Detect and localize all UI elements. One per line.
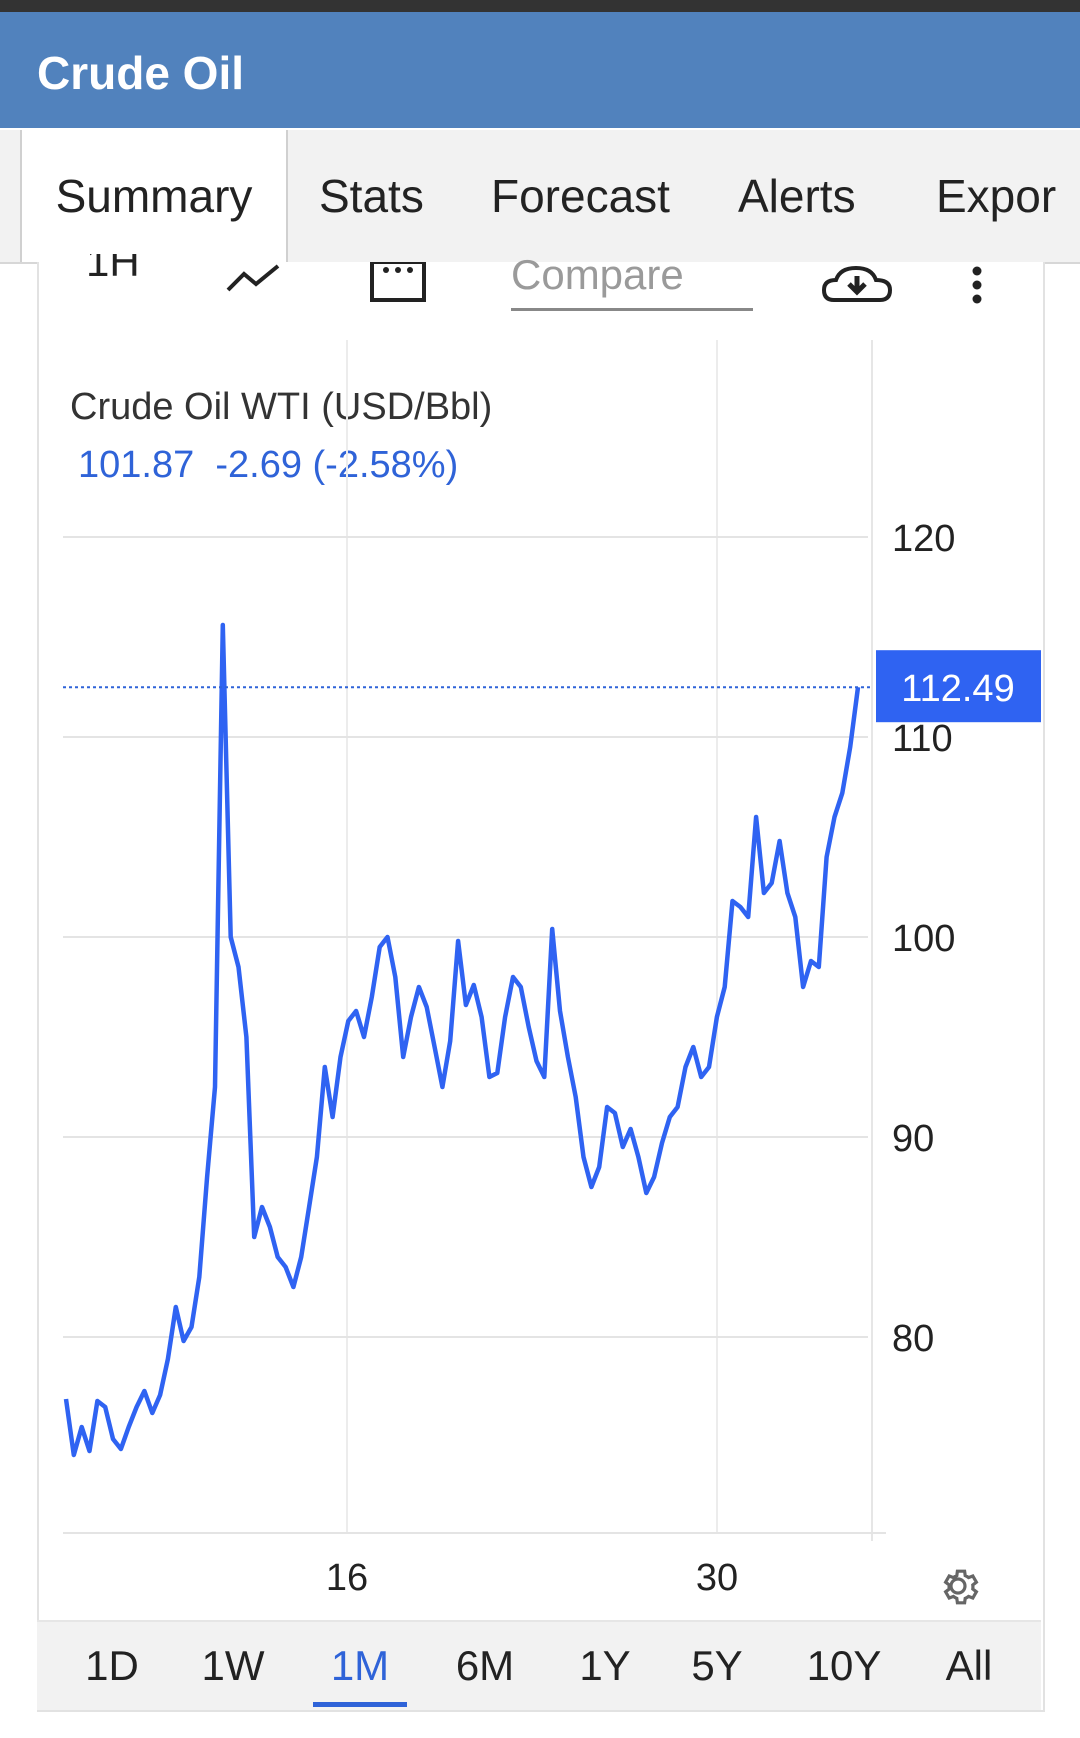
range-5y[interactable]: 5Y: [691, 1642, 743, 1689]
y-tick-120: 120: [892, 518, 955, 560]
tab-stats[interactable]: Stats: [319, 170, 424, 222]
y-tick-80: 80: [892, 1318, 934, 1360]
range-1w[interactable]: 1W: [201, 1642, 265, 1689]
line-chart-icon[interactable]: [226, 262, 280, 294]
status-strip: [0, 0, 1080, 12]
tab-bar: Summary Stats Forecast Alerts Expor: [0, 130, 1080, 264]
chart-title: Crude Oil WTI (USD/Bbl): [70, 386, 493, 428]
settings-gear-icon[interactable]: [934, 1562, 982, 1610]
y-tick-90: 90: [892, 1118, 934, 1160]
tab-export[interactable]: Expor: [936, 170, 1057, 222]
price-chart[interactable]: 80 90 100 110 120 16 30 112.49: [0, 0, 1080, 1620]
y-tick-110: 110: [892, 718, 953, 760]
range-1d[interactable]: 1D: [85, 1642, 139, 1689]
x-tick-16: 16: [326, 1557, 368, 1599]
range-6m[interactable]: 6M: [455, 1642, 515, 1689]
x-tick-30: 30: [696, 1557, 738, 1599]
chart-card: [37, 262, 1045, 1712]
calendar-icon[interactable]: [370, 262, 426, 302]
app-title: Crude Oil: [37, 47, 245, 99]
tab-forecast[interactable]: Forecast: [491, 170, 670, 222]
tab-summary[interactable]: Summary: [20, 130, 288, 262]
tab-alerts[interactable]: Alerts: [738, 170, 856, 222]
app-header: Crude Oil: [0, 12, 1080, 128]
last-price-badge: [876, 650, 1041, 723]
range-10y[interactable]: 10Y: [806, 1642, 882, 1689]
series-line: [63, 622, 861, 1458]
range-1y[interactable]: 1Y: [579, 1642, 631, 1689]
range-bar: 1D 1W 1M 6M 1Y 5Y 10Y All: [37, 1620, 1041, 1710]
range-all[interactable]: All: [945, 1642, 993, 1689]
chart-quote: 101.87 -2.69 (-2.58%): [78, 444, 459, 486]
y-tick-100: 100: [892, 918, 955, 960]
compare-input[interactable]: [511, 242, 753, 311]
cloud-download-icon[interactable]: [822, 262, 892, 302]
more-vert-icon[interactable]: [970, 266, 984, 306]
range-1m[interactable]: 1M: [330, 1642, 390, 1689]
last-price-label: 112.49: [901, 668, 1014, 710]
interval-selector[interactable]: 1H: [86, 254, 140, 285]
range-active-underline: [313, 1702, 407, 1707]
